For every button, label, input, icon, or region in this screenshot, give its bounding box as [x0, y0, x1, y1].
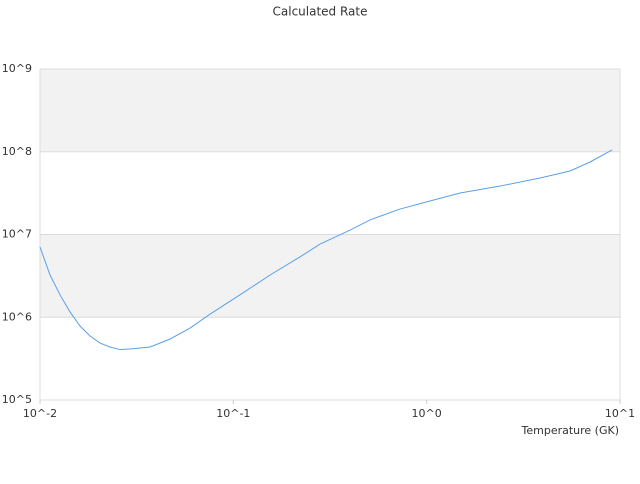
x-tick-label: 10^-2: [23, 407, 57, 420]
x-tick-label: 10^0: [412, 407, 442, 420]
y-tick-label: 10^6: [2, 310, 32, 323]
grid-band: [40, 234, 620, 318]
y-tick-label: 10^5: [2, 393, 32, 406]
x-tick-label: 10^1: [605, 407, 635, 420]
y-tick-label: 10^8: [2, 145, 32, 158]
x-axis-label: Temperature (GK): [521, 424, 620, 437]
plot-layer: [39, 68, 621, 401]
y-tick-label: 10^9: [2, 62, 32, 75]
grid-band: [40, 69, 620, 152]
y-tick-label: 10^7: [2, 228, 32, 241]
chart-title: Calculated Rate: [273, 5, 368, 19]
x-tick-label: 10^-1: [216, 407, 250, 420]
data-line: [39, 149, 613, 351]
